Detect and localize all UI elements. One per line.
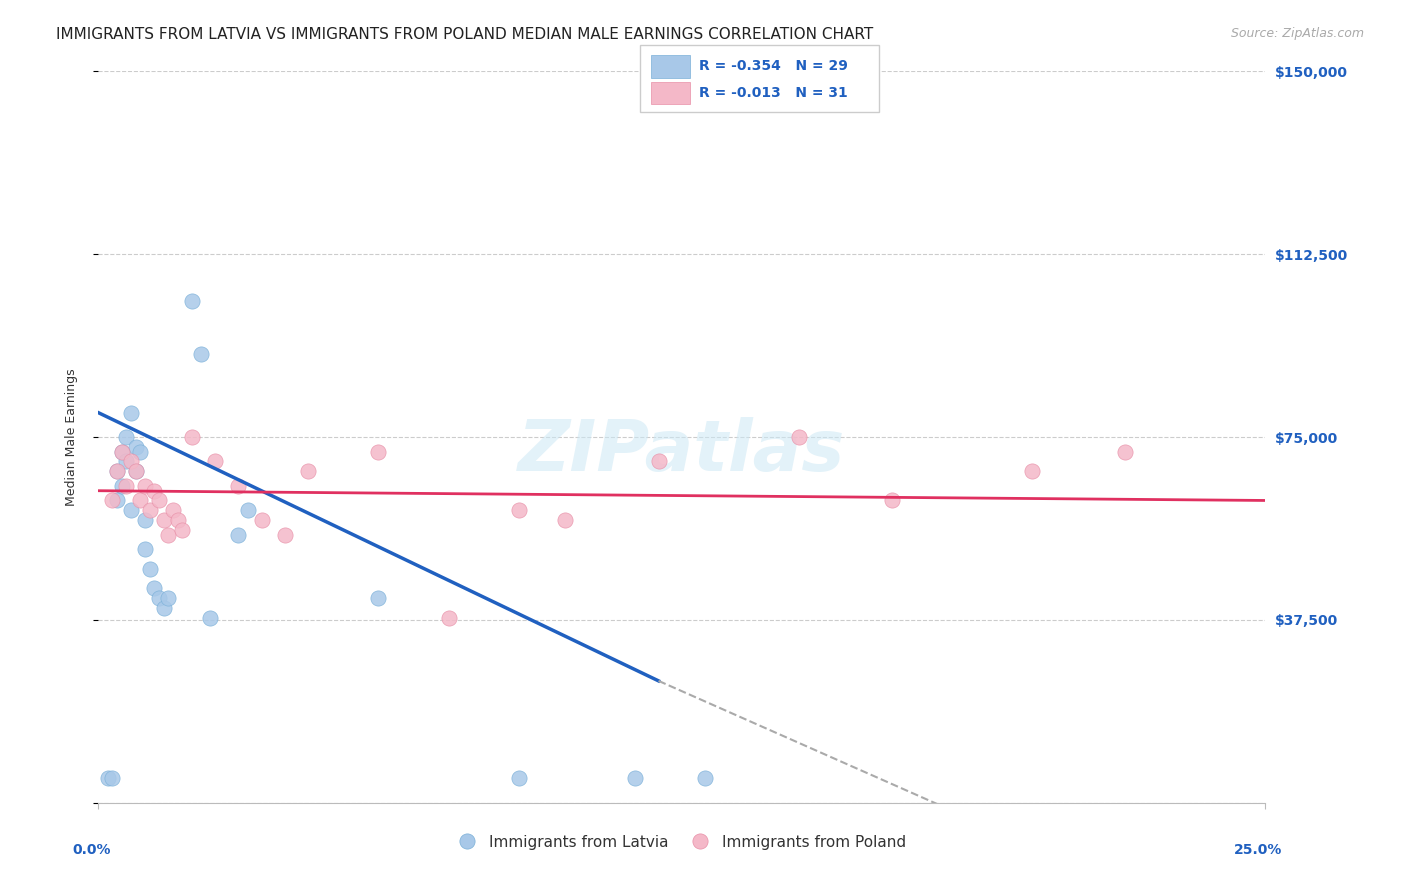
Point: [143, 581, 166, 595]
Point: [125, 440, 148, 454]
Y-axis label: Median Male Earnings: Median Male Earnings: [65, 368, 77, 506]
Point: [97, 772, 120, 786]
Point: [508, 772, 530, 786]
Point: [134, 542, 156, 557]
Point: [166, 513, 188, 527]
Point: [143, 483, 166, 498]
Point: [148, 493, 170, 508]
Legend: Immigrants from Latvia, Immigrants from Poland: Immigrants from Latvia, Immigrants from …: [458, 834, 905, 850]
Point: [125, 464, 148, 478]
Point: [129, 493, 152, 508]
Text: 25.0%: 25.0%: [1234, 843, 1282, 857]
Point: [880, 493, 903, 508]
Point: [647, 454, 669, 468]
Point: [236, 503, 259, 517]
Point: [1114, 444, 1136, 458]
Text: R = -0.013   N = 31: R = -0.013 N = 31: [699, 86, 848, 100]
Point: [157, 527, 180, 541]
Point: [367, 444, 389, 458]
Point: [190, 347, 212, 361]
Point: [129, 444, 152, 458]
Point: [508, 503, 530, 517]
Point: [297, 464, 319, 478]
Point: [115, 479, 138, 493]
Point: [105, 493, 128, 508]
Point: [180, 430, 202, 444]
Point: [228, 479, 250, 493]
Point: [120, 406, 142, 420]
Point: [157, 591, 180, 605]
Point: [111, 444, 134, 458]
Point: [228, 527, 250, 541]
Point: [250, 513, 273, 527]
Point: [787, 430, 810, 444]
Point: [152, 600, 174, 615]
Text: Source: ZipAtlas.com: Source: ZipAtlas.com: [1230, 27, 1364, 40]
Point: [115, 430, 138, 444]
Point: [204, 454, 226, 468]
Point: [111, 479, 134, 493]
Point: [115, 454, 138, 468]
Point: [437, 610, 460, 624]
Point: [695, 772, 717, 786]
Point: [554, 513, 576, 527]
Point: [139, 503, 162, 517]
Text: 0.0%: 0.0%: [72, 843, 111, 857]
Point: [120, 503, 142, 517]
Text: R = -0.354   N = 29: R = -0.354 N = 29: [699, 60, 848, 73]
Point: [274, 527, 297, 541]
Text: ZIPatlas: ZIPatlas: [519, 417, 845, 486]
Point: [120, 454, 142, 468]
Point: [1021, 464, 1043, 478]
Point: [105, 464, 128, 478]
Point: [148, 591, 170, 605]
Point: [624, 772, 647, 786]
Point: [367, 591, 389, 605]
Point: [125, 464, 148, 478]
Point: [134, 479, 156, 493]
Point: [172, 523, 194, 537]
Point: [200, 610, 222, 624]
Point: [162, 503, 184, 517]
Point: [139, 562, 162, 576]
Point: [105, 464, 128, 478]
Point: [101, 772, 124, 786]
Text: IMMIGRANTS FROM LATVIA VS IMMIGRANTS FROM POLAND MEDIAN MALE EARNINGS CORRELATIO: IMMIGRANTS FROM LATVIA VS IMMIGRANTS FRO…: [56, 27, 873, 42]
Point: [134, 513, 156, 527]
Point: [152, 513, 174, 527]
Point: [101, 493, 124, 508]
Point: [111, 444, 134, 458]
Point: [180, 293, 202, 308]
